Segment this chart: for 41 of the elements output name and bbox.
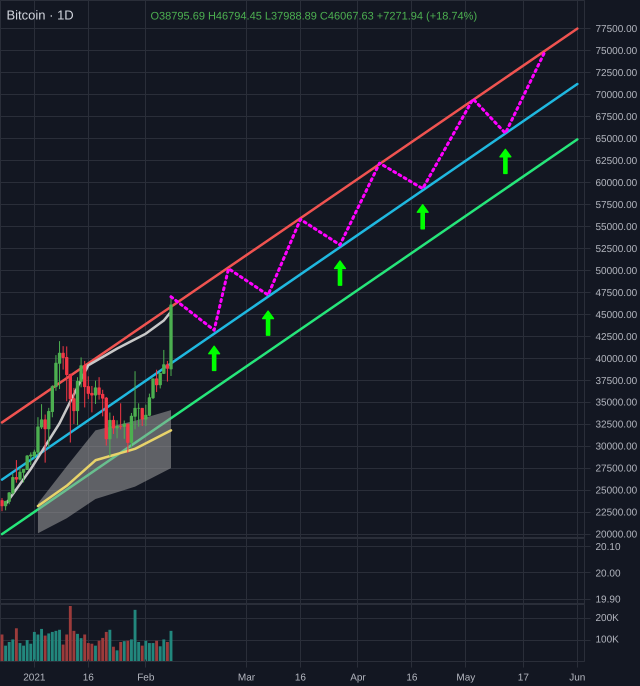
text: Bitcoin · 1D <box>6 8 74 22</box>
y-tick-label: 77500.00 <box>596 24 638 36</box>
y-tick-label: 60000.00 <box>596 178 638 189</box>
x-tick-label: 16 <box>82 672 94 684</box>
y-tick-label: 67500.00 <box>596 112 638 124</box>
y-tick-label: 40000.00 <box>596 354 638 365</box>
y-tick-label: 45000.00 <box>596 310 638 321</box>
y-tick-label: 19.90 <box>596 594 621 606</box>
y-tick-label: 22500.00 <box>596 508 638 519</box>
y-tick-label: 50000.00 <box>596 266 638 277</box>
y-tick-label: 57500.00 <box>596 200 638 211</box>
y-tick-label: 200K <box>596 613 620 624</box>
x-tick-label: 2021 <box>23 672 46 684</box>
y-tick-label: 32500.00 <box>596 420 638 431</box>
y-tick-label: 47500.00 <box>596 288 638 299</box>
x-tick-label: May <box>456 672 476 684</box>
x-tick-label: 17 <box>518 672 530 684</box>
y-tick-label: 72500.00 <box>596 68 638 80</box>
y-tick-label: 75000.00 <box>596 46 638 58</box>
text: O38795.69 H46794.45 L37988.89 C46067.63 +7271.94 (+18.74%) <box>150 10 478 22</box>
y-tick-label: 55000.00 <box>596 222 638 233</box>
y-tick-label: 27500.00 <box>596 464 638 475</box>
x-tick-label: Mar <box>238 672 256 684</box>
x-tick-label: Jun <box>569 672 586 684</box>
y-tick-label: 20.00 <box>596 568 621 580</box>
x-tick-label: 16 <box>294 672 306 684</box>
y-tick-label: 65000.00 <box>596 134 638 146</box>
y-tick-label: 52500.00 <box>596 244 638 255</box>
y-tick-label: 62500.00 <box>596 156 638 167</box>
x-tick-label: Feb <box>137 672 155 684</box>
y-tick-label: 30000.00 <box>596 442 638 453</box>
y-tick-label: 35000.00 <box>596 398 638 409</box>
y-tick-label: 70000.00 <box>596 90 638 102</box>
y-tick-label: 20000.00 <box>596 530 638 541</box>
x-tick-label: 16 <box>406 672 418 684</box>
y-tick-label: 25000.00 <box>596 486 638 497</box>
y-tick-label: 100K <box>596 634 620 646</box>
y-tick-label: 42500.00 <box>596 332 638 343</box>
y-tick-label: 37500.00 <box>596 376 638 387</box>
y-tick-label: 20.10 <box>596 542 621 553</box>
x-tick-label: Apr <box>350 672 366 684</box>
